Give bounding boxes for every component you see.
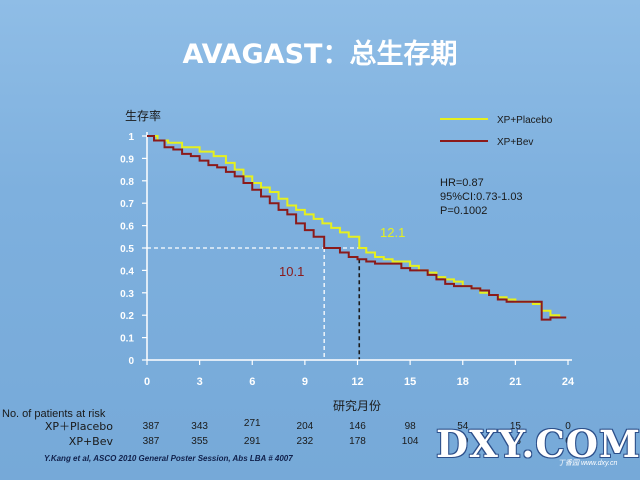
y-tick-label: 1 <box>128 132 134 143</box>
risk-table-cell: 0 <box>565 421 571 432</box>
y-tick-label: 0.2 <box>120 311 134 322</box>
x-tick-label: 9 <box>302 376 308 388</box>
risk-table-cell: 0 <box>565 436 571 447</box>
y-tick-label: 0 <box>128 356 134 367</box>
y-tick-label: 0.6 <box>120 222 134 233</box>
reference-lines <box>147 247 361 360</box>
y-tick-label: 0.1 <box>120 334 134 345</box>
median-label-bev: 10.1 <box>279 264 304 279</box>
y-tick-label: 0.3 <box>120 289 134 300</box>
y-tick-label: 0.4 <box>120 266 134 277</box>
stat-text: P=0.1002 <box>440 205 487 217</box>
risk-row-label: XP＋Placebo <box>45 420 113 433</box>
survival-curves <box>147 135 567 321</box>
risk-table-cell: 387 <box>143 421 160 432</box>
risk-table-cell: 98 <box>405 421 417 432</box>
risk-table-cell: 146 <box>349 421 366 432</box>
x-tick-label: 21 <box>509 376 521 388</box>
legend: XP+Placebo XP+Bev <box>440 115 553 148</box>
series-line-xp-placebo <box>147 135 567 319</box>
watermark-logo: DXY.COM <box>436 422 640 466</box>
x-tick-label: 15 <box>404 376 416 388</box>
series-line-xp-bev <box>147 135 567 321</box>
x-axis-title: 研究月份 <box>333 398 381 413</box>
axes: 0 0.1 0.2 0.3 0.4 0.5 0.6 0.7 0.8 0.9 1 0 3 6 9 12 15 18 2… <box>120 108 575 413</box>
y-tick-label: 0.5 <box>120 244 134 255</box>
risk-table-cell: 178 <box>349 436 366 447</box>
stat-text: HR=0.87 <box>440 177 484 189</box>
risk-table-cell: 291 <box>244 436 261 447</box>
x-tick-label: 18 <box>457 376 469 388</box>
risk-table-cell: 355 <box>191 436 208 447</box>
watermark-subtext: 丁香园 www.dxy.cn <box>558 460 618 467</box>
median-label-placebo: 12.1 <box>380 225 405 240</box>
y-tick-label: 0.8 <box>120 177 134 188</box>
x-tick-label: 0 <box>144 376 150 388</box>
risk-table-cell: 50 <box>457 436 469 447</box>
risk-table-cell: 15 <box>510 436 522 447</box>
y-tick-label: 0.9 <box>120 154 134 165</box>
stat-text: 95%CI:0.73-1.03 <box>440 191 523 203</box>
x-tick-label: 24 <box>562 376 575 388</box>
legend-label-xp-placebo: XP+Placebo <box>497 115 553 126</box>
citation: Y.Kang et al, ASCO 2010 General Poster S… <box>44 454 293 463</box>
x-tick-label: 12 <box>351 376 363 388</box>
risk-table-cell: 232 <box>297 436 314 447</box>
risk-row-label: XP+Bev <box>69 435 114 448</box>
risk-table-cell: 271 <box>244 418 261 429</box>
risk-table-cell: 343 <box>191 421 208 432</box>
risk-table-cell: 54 <box>457 421 469 432</box>
risk-table-header: No. of patients at risk <box>2 408 106 420</box>
y-axis-title: 生存率 <box>125 108 161 123</box>
slide-title: AVAGAST：总生存期 <box>182 39 458 70</box>
chart-labels: 12.1 10.1 HR=0.87 95%CI:0.73-1.03 P=0.1002 <box>279 177 523 279</box>
legend-label-xp-bev: XP+Bev <box>497 137 533 148</box>
y-tick-label: 0.7 <box>120 199 134 210</box>
risk-table-cell: 104 <box>402 436 419 447</box>
risk-table-cell: 387 <box>143 436 160 447</box>
risk-table-cell: 204 <box>297 421 314 432</box>
x-tick-label: 6 <box>249 376 255 388</box>
risk-table-cell: 15 <box>510 421 522 432</box>
x-tick-label: 3 <box>197 376 203 388</box>
